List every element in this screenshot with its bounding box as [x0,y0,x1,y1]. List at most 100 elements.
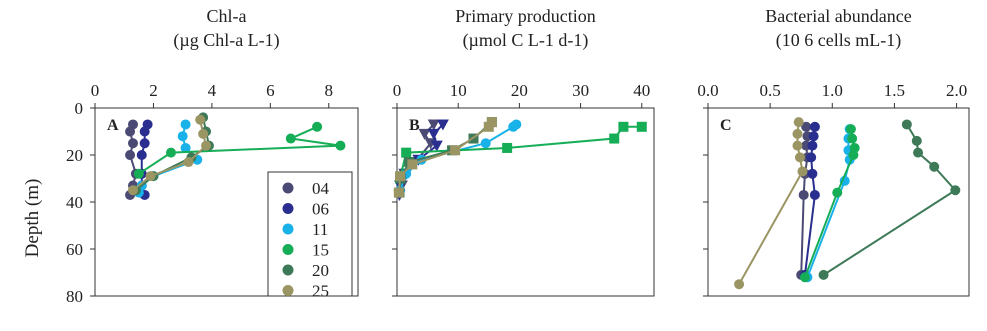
series-25 [127,114,212,196]
panel-title-line2: (10 6 cells mL-1) [776,30,901,51]
panel-b: Primary production (µmol C L-1 d-1) 0 10 20 3… [392,6,655,297]
x-tick-label: 2.0 [946,81,967,100]
series-15 [799,124,860,283]
data-point [125,150,136,160]
data-point [180,142,191,153]
data-point [177,131,188,142]
data-point [136,150,147,160]
data-point [427,119,440,131]
legend-marker [282,223,294,235]
x-tick-label: 30 [572,81,589,100]
data-point [792,128,803,139]
y-axis-label: Depth (m) [22,179,43,258]
data-point [798,189,809,200]
data-point [198,128,209,139]
data-point [436,119,449,131]
series-15 [133,121,346,179]
data-point [792,140,803,151]
data-point [636,121,647,132]
data-point [125,126,136,137]
legend-marker [282,182,294,194]
data-point [285,133,296,144]
legend-item: 04 [282,179,330,198]
data-point [794,152,805,163]
data-point [127,138,138,149]
data-point [809,189,820,200]
plot-frame [707,107,970,297]
x-tick-label: 0 [91,81,100,100]
x-tick-label: 2 [149,81,158,100]
data-point [407,159,418,170]
panel-c: Bacterial abundance (10 6 cells mL-1) 0.0 0… [697,6,970,297]
x-tick-label: 0.0 [697,81,718,100]
data-point [427,128,440,140]
legend-marker [282,264,294,276]
legend-item: 11 [282,220,328,239]
x-tick-label: 0 [393,81,402,100]
data-point [818,269,829,280]
legend-label: 11 [312,220,328,239]
data-point [139,138,150,149]
data-point [502,142,513,153]
data-point [609,133,620,144]
x-tick-label: 20 [511,81,528,100]
data-point [734,279,745,290]
data-point [395,171,406,182]
y-tick-label: 60 [66,240,83,259]
legend-label: 25 [312,282,329,301]
x-tick-label: 40 [633,81,650,100]
panel-letter: A [107,117,119,134]
data-point [195,114,206,125]
panel-title-line2: (µmol C L-1 d-1) [463,30,589,51]
data-point [801,121,812,132]
data-point [183,157,194,168]
data-point [145,171,156,182]
panel-title-line1: Chl-a [207,6,247,26]
panel-title-line2: (µg Chl-a L-1) [173,30,279,51]
panel-title-line1: Bacterial abundance [765,6,911,26]
y-tick-label: 20 [66,146,83,165]
legend-box [267,171,353,297]
panel-letter: B [409,117,420,134]
x-tick-label: 6 [266,81,275,100]
y-tick-label: 80 [66,287,83,306]
data-point [807,168,818,179]
legend-label: 15 [312,241,329,260]
legend-label: 20 [312,261,329,280]
legend-marker [282,244,294,255]
data-point [911,135,922,146]
x-tick-label: 0.5 [760,81,781,100]
legend-item: 06 [282,200,329,219]
data-point [393,187,404,198]
data-point [201,140,212,151]
data-point [312,121,323,132]
data-point [901,119,912,130]
data-point [133,168,144,179]
series-25 [393,117,497,198]
legend-item: 25 [282,282,329,301]
data-point [797,166,808,177]
data-point [483,121,494,132]
data-point [806,152,817,163]
data-point [848,150,859,160]
data-point [180,119,191,130]
x-tick-label: 10 [450,81,467,100]
legend-marker [282,285,294,296]
data-point [847,133,858,144]
x-tick-label: 8 [325,81,334,100]
data-point [799,272,810,283]
data-point [832,187,843,198]
data-point [418,128,431,140]
legend-label: 06 [312,200,329,219]
legend-item: 15 [282,241,329,260]
data-point [808,131,819,142]
panel-letter: C [720,117,732,134]
data-point [508,121,519,132]
data-point [165,147,176,158]
data-point [480,138,491,149]
data-point [807,140,818,151]
data-point [809,121,820,132]
data-point [929,161,940,172]
